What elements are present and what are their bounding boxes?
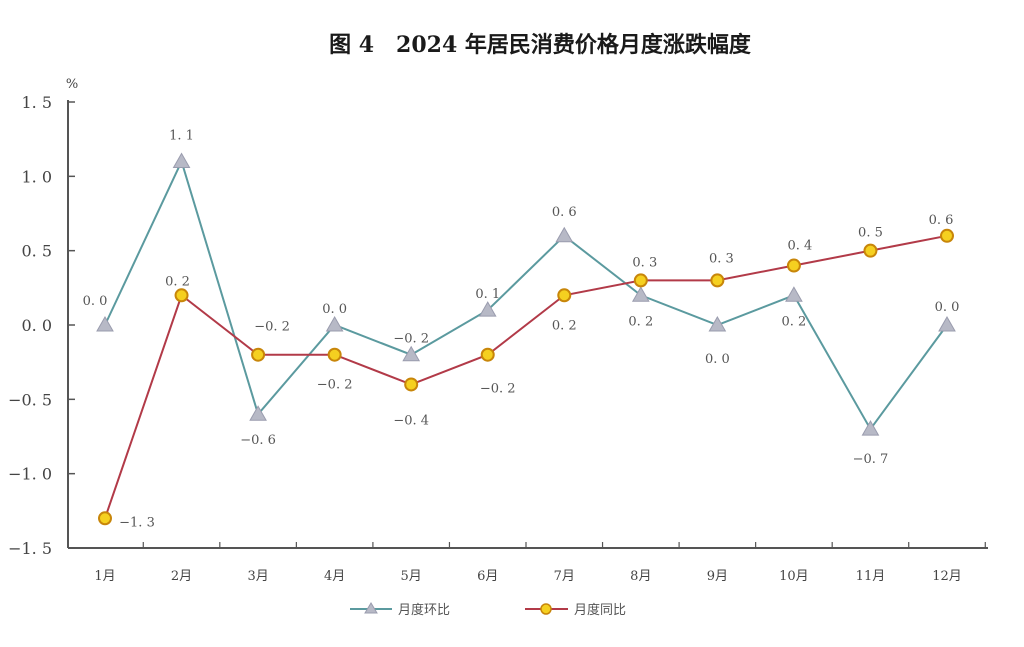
triangle-marker [402, 345, 421, 362]
triangle-icon [364, 602, 378, 614]
x-tick-label: 7月 [554, 569, 575, 584]
triangle-marker [708, 315, 727, 332]
x-tick-label: 10月 [779, 569, 809, 584]
legend-item-yoy: 月度同比 [525, 602, 626, 618]
x-tick-label: 12月 [932, 569, 962, 584]
triangle-marker [325, 315, 344, 332]
data-label: −0. 4 [393, 413, 429, 428]
data-label: 0. 4 [788, 239, 813, 254]
data-label: 0. 5 [858, 226, 883, 241]
circle-marker [251, 347, 266, 362]
data-label: 0. 6 [929, 213, 954, 228]
y-tick-label: 1. 0 [21, 167, 52, 186]
triangle-marker [631, 286, 650, 302]
data-label: −0. 2 [317, 378, 353, 393]
x-tick-label: 4月 [324, 569, 345, 584]
circle-marker [557, 288, 572, 303]
legend-label: 月度环比 [398, 602, 450, 618]
triangle-marker [555, 226, 574, 243]
series-line [104, 234, 948, 519]
data-label: 0. 3 [709, 251, 734, 266]
circle-marker [940, 228, 954, 243]
data-label: −0. 7 [853, 452, 889, 467]
legend-item-mom: 月度环比 [350, 602, 450, 618]
data-label: 0. 6 [552, 205, 577, 220]
data-label: 0. 3 [632, 255, 657, 270]
y-tick-label: 1. 5 [21, 93, 52, 112]
data-label: 0. 2 [165, 274, 190, 289]
y-tick-label: −1. 0 [8, 465, 52, 484]
y-tick-label: 0. 5 [21, 242, 52, 261]
circle-icon [540, 603, 552, 615]
triangle-marker [938, 315, 956, 332]
triangle-marker [478, 301, 497, 317]
data-label: 0. 0 [83, 294, 108, 309]
data-label: −0. 6 [240, 433, 276, 448]
data-label: 0. 0 [935, 300, 960, 315]
triangle-marker [861, 420, 880, 436]
y-tick-label: −1. 5 [8, 539, 52, 558]
y-tick-label: −0. 5 [8, 390, 52, 409]
x-tick-label: 5月 [401, 569, 422, 584]
y-tick-label: 0. 0 [21, 316, 52, 335]
circle-marker [327, 347, 342, 362]
circle-marker [710, 273, 725, 288]
x-tick-label: 1月 [94, 569, 115, 584]
circle-marker [404, 377, 419, 392]
series-line [104, 158, 948, 431]
series-group: 0. 0 1. 1 −0. 6 0. 0 −0. 2 0. 1 0. 6 0. 2 0. 0 0.… [83, 128, 960, 530]
y-ticks: 1. 5 1. 0 0. 5 0. 0 −0. 5 −1. 0 −1. 5 [8, 93, 75, 558]
circle-marker [480, 347, 495, 362]
circle-marker [633, 273, 648, 288]
data-label: 0. 0 [322, 302, 347, 317]
x-ticks: 1月 2月 3月 4月 5月 6月 7月 8月 9月 10月 11月 12月 [94, 542, 986, 584]
legend: 月度环比 月度同比 [350, 602, 626, 618]
triangle-marker [172, 152, 191, 168]
x-tick-label: 8月 [630, 569, 651, 584]
x-tick-label: 6月 [477, 569, 498, 584]
data-label: −1. 3 [119, 515, 155, 530]
x-tick-label: 9月 [707, 569, 728, 584]
triangle-marker [249, 405, 267, 421]
data-label: 0. 2 [782, 314, 807, 329]
circle-marker [98, 511, 112, 526]
x-tick-label: 3月 [247, 569, 268, 584]
chart-title: 图 4 2024 年居民消费价格月度涨跌幅度 [329, 32, 752, 58]
data-label: 0. 2 [628, 314, 653, 329]
triangle-marker [785, 286, 803, 302]
circle-marker [863, 243, 878, 258]
data-label: 0. 2 [552, 318, 577, 333]
x-tick-label: 2月 [171, 569, 192, 584]
data-label: 0. 1 [475, 287, 500, 302]
triangle-marker [96, 315, 114, 332]
circle-marker [786, 258, 801, 273]
data-label: 0. 0 [705, 352, 730, 367]
y-axis-unit: % [66, 77, 78, 92]
data-label: 1. 1 [169, 128, 194, 143]
series-mom: 0. 0 1. 1 −0. 6 0. 0 −0. 2 0. 1 0. 6 0. 2 0. 0 0.… [83, 128, 960, 467]
series-yoy: −1. 3 0. 2 −0. 2 −0. 2 −0. 4 −0. 2 0. 2 0. 3 0. … [98, 213, 954, 530]
circle-marker [174, 288, 189, 303]
data-label: −0. 2 [254, 320, 290, 335]
legend-label: 月度同比 [574, 602, 626, 618]
x-tick-label: 11月 [856, 569, 886, 584]
data-label: −0. 2 [393, 332, 429, 347]
data-label: −0. 2 [480, 382, 516, 397]
